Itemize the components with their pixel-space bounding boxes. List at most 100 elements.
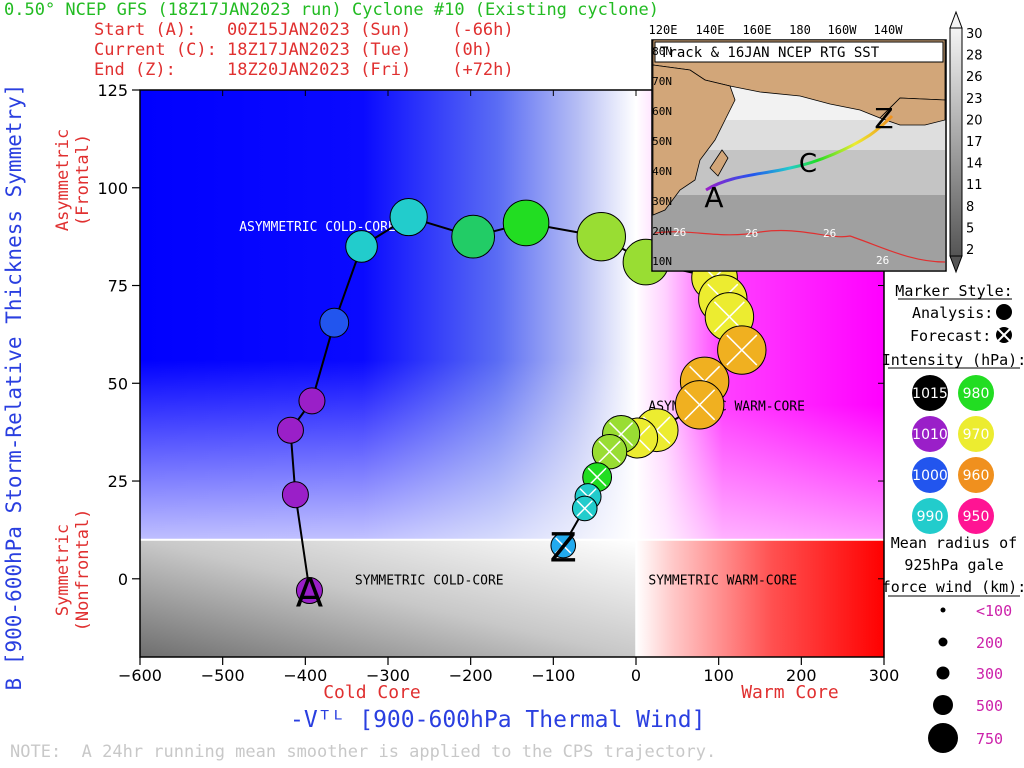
colorbar-label: 17 — [966, 135, 983, 150]
footnote: NOTE: A 24hr running mean smoother is ap… — [10, 742, 717, 762]
inset-cool-sst-band — [653, 120, 945, 150]
y-side-label-lower: Symmetric (Nonfrontal) — [53, 509, 93, 632]
radius-swatch — [928, 723, 958, 753]
legend-forecast-label: Forecast: — [910, 327, 991, 345]
inset-title-box — [654, 41, 944, 63]
inset-lon-labels: 120E 140E 160E 180 160W 140W — [649, 23, 904, 37]
radius-swatch-label: 300 — [976, 665, 1003, 683]
intensity-swatch — [912, 375, 948, 411]
intensity-swatch-label: 970 — [963, 427, 990, 443]
x-tick-label: −500 — [201, 666, 245, 685]
zero-lines — [140, 90, 884, 657]
trajectory-point — [276, 416, 304, 444]
colorbar-label: 8 — [966, 200, 974, 215]
chart-title: 0.50° NCEP GFS (18Z17JAN2023 run) Cyclon… — [4, 0, 660, 20]
start-marker: A — [296, 571, 324, 617]
inset-sst-label-1: 26 — [673, 226, 686, 239]
track-inset-map: Track & 16JAN NCEP RTG SST A C Z 26 26 2… — [649, 23, 947, 272]
legend-radius-title-2: 925hPa gale — [904, 556, 1003, 574]
trajectory-point — [451, 214, 496, 259]
legend-intensity-title: Intensity (hPa): — [882, 351, 1024, 369]
x-side-label-warm: Warm Core — [741, 682, 839, 703]
quadrant-label-sym-warm: SYMMETRIC WARM-CORE — [648, 574, 797, 589]
intensity-swatch — [912, 498, 948, 534]
y-tick-label: 125 — [97, 81, 128, 100]
plot-background — [140, 90, 884, 657]
colorbar-label: 30 — [966, 27, 983, 42]
radius-swatch-label: 200 — [976, 634, 1003, 652]
inset-sst-label-3: 26 — [823, 227, 836, 240]
radius-swatch — [940, 607, 946, 613]
legend: Marker Style: Analysis: Forecast: Intens… — [882, 282, 1024, 753]
x-axis-label: -Vᵀᴸ [900-600hPa Thermal Wind] — [290, 707, 706, 733]
trajectory-point — [281, 481, 309, 509]
forecast-cross — [726, 334, 758, 366]
sst-colorbar: 30 28 26 23 20 17 14 11 8 5 2 — [949, 10, 983, 274]
inset-lon-label: 140E — [696, 23, 725, 37]
legend-forecast-symbol — [996, 327, 1012, 343]
legend-radius-swatches: <100 200 300 500 750 — [928, 602, 1012, 753]
x-tick-label: 200 — [786, 666, 817, 685]
trajectory-point — [295, 577, 323, 605]
y-side-label-lower-1: Symmetric — [53, 524, 73, 616]
trajectory-point — [298, 387, 326, 415]
legend-radius-title-3: force wind (km): — [882, 578, 1024, 596]
forecast-cross — [555, 537, 572, 554]
inset-lon-label: 180 — [789, 23, 811, 37]
intensity-swatch-label: 950 — [963, 509, 990, 525]
legend-radius-title-1: Mean radius of — [891, 534, 1017, 552]
forecast-cross — [587, 467, 607, 487]
radius-swatch-label: 750 — [976, 730, 1003, 748]
x-tick-label: −100 — [531, 666, 575, 685]
intensity-swatch-label: 990 — [917, 509, 944, 525]
colorbar-labels: 30 28 26 23 20 17 14 11 8 5 2 — [966, 27, 983, 258]
end-time-label: End (Z): 18Z20JAN2023 (Fri) (+72h) — [94, 60, 514, 80]
inset-title: Track & 16JAN NCEP RTG SST — [660, 45, 880, 61]
x-tick-label: −200 — [449, 666, 493, 685]
x-tick-label: −400 — [283, 666, 327, 685]
axis-ticks: −600 −500 −400 −300 −200 −100 0 100 200 300 0 25 50 7… — [97, 81, 899, 685]
colorbar-label: 14 — [966, 157, 983, 172]
inset-lat-label: 70N — [652, 75, 672, 88]
y-tick-label: 75 — [108, 277, 128, 296]
trajectory-point — [389, 197, 428, 237]
intensity-swatch-label: 1000 — [912, 468, 948, 484]
y-axis-label: B [900-600hPa Storm-Relative Thickness S… — [2, 83, 26, 691]
legend-intensity-swatches: 1015 980 1010 970 1000 960 990 950 — [912, 375, 994, 534]
colorbar-label: 20 — [966, 113, 983, 128]
radius-swatch — [936, 666, 950, 680]
legend-analysis-label: Analysis: — [912, 304, 993, 322]
forecast-cross — [576, 500, 593, 517]
y-side-label-upper-2: (Frontal) — [73, 134, 93, 226]
quadrant-sym-cold — [140, 539, 636, 657]
colorbar-label: 11 — [966, 178, 983, 193]
colorbar-label: 28 — [966, 49, 983, 64]
x-tick-label: −600 — [118, 666, 162, 685]
inset-sst-26-contour — [654, 229, 946, 263]
colorbar-label: 23 — [966, 92, 983, 107]
inset-lon-label: 160E — [743, 23, 772, 37]
radius-swatch-label: <100 — [976, 602, 1012, 620]
inset-land-japan — [709, 149, 729, 177]
colorbar-label: 26 — [966, 70, 983, 85]
colorbar-label: 5 — [966, 221, 974, 236]
trajectory-point — [502, 199, 550, 247]
end-marker: Z — [550, 526, 577, 572]
intensity-swatch-label: 1015 — [912, 386, 948, 402]
radius-swatch — [933, 695, 953, 715]
intensity-swatch — [958, 498, 994, 534]
trajectory-point — [345, 230, 378, 263]
intensity-swatch — [958, 457, 994, 493]
x-side-label-cold: Cold Core — [323, 682, 421, 703]
current-time-label: Current (C): 18Z17JAN2023 (Tue) (0h) — [94, 40, 494, 60]
start-time-label: Start (A): 00Z15JAN2023 (Sun) (-66h) — [94, 20, 514, 40]
inset-start-marker: A — [704, 181, 723, 214]
intensity-swatch-label: 960 — [963, 468, 990, 484]
intensity-swatch — [958, 375, 994, 411]
x-tick-label: 100 — [703, 666, 734, 685]
y-side-label-lower-2: (Nonfrontal) — [73, 509, 93, 632]
inset-lon-label: 160W — [828, 23, 858, 37]
inset-warm-sst-band — [653, 195, 945, 270]
colorbar-body — [949, 27, 963, 257]
inset-end-marker: Z — [874, 102, 893, 135]
